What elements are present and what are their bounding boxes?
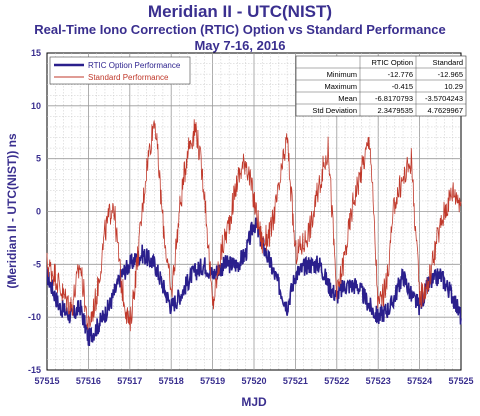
stats-cell: -0.415 <box>392 82 413 91</box>
y-tick-label: 15 <box>31 48 41 58</box>
x-tick-label: 57515 <box>34 376 59 386</box>
x-tick-label: 57525 <box>448 376 473 386</box>
legend: RTIC Option Performance Standard Perform… <box>49 56 191 85</box>
x-tick-label: 57524 <box>407 376 432 386</box>
x-tick-label: 57518 <box>159 376 184 386</box>
x-tick-label: 57517 <box>117 376 142 386</box>
y-tick-label: -5 <box>33 259 41 269</box>
series-line-rtic <box>46 217 462 347</box>
series-line-standard <box>46 119 462 332</box>
chart-title: Meridian II - UTC(NIST) <box>147 2 333 21</box>
legend-box <box>49 56 191 85</box>
stats-cell: -3.5704243 <box>425 94 463 103</box>
chart-date-range: May 7-16, 2016 <box>194 38 286 53</box>
y-axis-label: (Meridian II - UTC(NIST)) ns <box>5 133 19 289</box>
series-group <box>46 119 462 347</box>
stats-cell: Minimum <box>327 70 357 79</box>
stats-table: RTIC Option Standard Minimum -12.776 -12.965… <box>295 55 467 117</box>
y-tick-label: 5 <box>36 154 41 164</box>
x-tick-label: 57519 <box>200 376 225 386</box>
stats-cell: 2.3479535 <box>378 106 413 115</box>
x-tick-label: 57516 <box>76 376 101 386</box>
chart-subtitle: Real-Time Iono Correction (RTIC) Option … <box>34 22 446 37</box>
stats-cell: 4.7629967 <box>428 106 463 115</box>
stats-cell: 10.29 <box>444 82 463 91</box>
stats-cell: -12.776 <box>388 70 413 79</box>
stats-cell: Maximum <box>324 82 357 91</box>
y-tick-label: 0 <box>36 207 41 217</box>
stats-cell: Std Deviation <box>312 106 357 115</box>
x-tick-label: 57520 <box>241 376 266 386</box>
x-tick-label: 57523 <box>366 376 391 386</box>
stats-cell: RTIC Option <box>371 58 413 67</box>
y-tick-label: -15 <box>28 365 41 375</box>
legend-label-rtic: RTIC Option Performance <box>88 61 181 70</box>
y-tick-labels: 15 10 5 0 -5 -10 -15 <box>28 48 41 375</box>
x-tick-label: 57522 <box>324 376 349 386</box>
y-tick-label: 10 <box>31 101 41 111</box>
legend-label-standard: Standard Performance <box>88 73 169 82</box>
y-tick-label: -10 <box>28 312 41 322</box>
stats-table-box <box>295 55 467 117</box>
x-axis-label: MJD <box>241 395 267 409</box>
stats-cell: Mean <box>338 94 357 103</box>
x-tick-label: 57521 <box>283 376 308 386</box>
x-tick-labels: 57515 57516 57517 57518 57519 57520 57521 57522… <box>34 376 473 386</box>
stats-cell: Standard <box>433 58 463 67</box>
stats-cell: -6.8170793 <box>375 94 413 103</box>
stats-cell: -12.965 <box>438 70 463 79</box>
